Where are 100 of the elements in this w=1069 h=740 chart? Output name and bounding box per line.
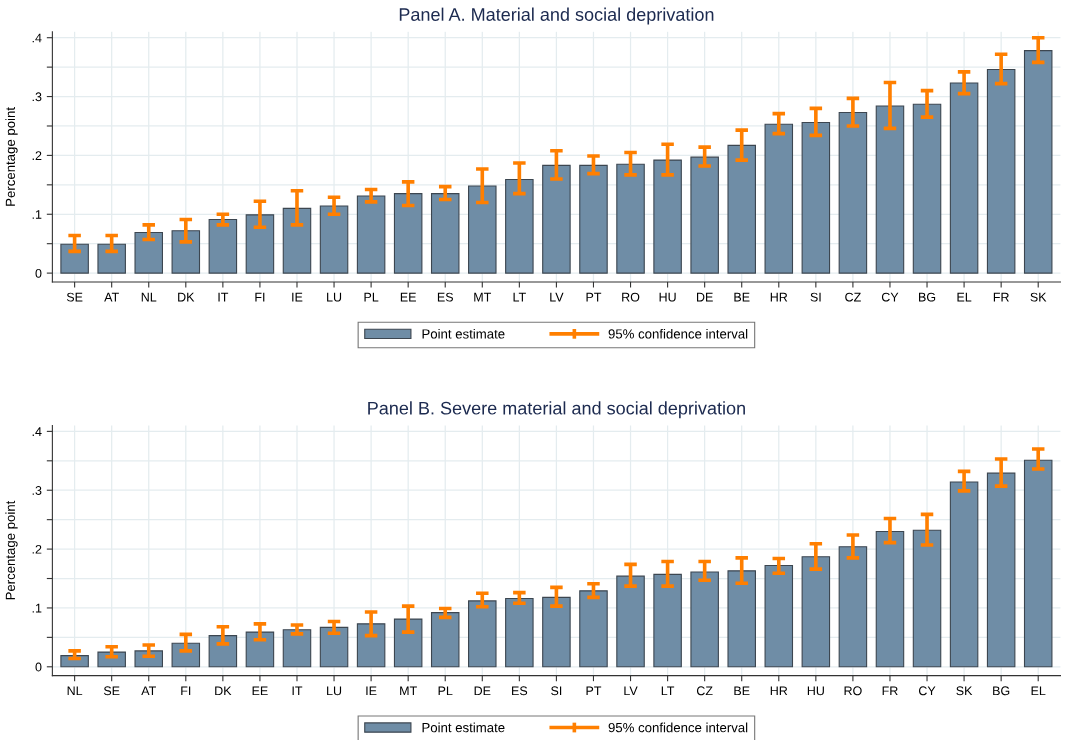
legend-label: Point estimate [422,722,505,733]
x-tick-label: BE [734,686,750,696]
bar [653,573,682,668]
y-axis-title: Percentage point [5,107,18,206]
x-tick-label: EE [400,292,416,302]
y-tick-label: .3 [32,486,42,495]
bar [319,626,349,668]
bar [505,597,534,668]
bar [282,629,312,668]
legend-label: Point estimate [422,328,505,339]
x-tick-label: DE [697,292,713,302]
x-tick-label: IT [218,292,229,302]
x-tick-label: SE [103,686,120,696]
x-tick-label: NL [141,292,157,302]
bar [764,123,794,274]
bar [430,193,460,274]
bar [282,207,312,274]
bar [986,68,1016,274]
x-tick-label: EL [957,292,972,302]
x-tick-label: BE [734,292,750,302]
bar [579,164,608,274]
bar [801,121,831,274]
y-tick-label: .2 [32,544,42,554]
x-tick-label: IE [292,292,303,302]
bar [986,472,1016,668]
x-tick-label: HR [770,686,788,696]
bar [912,103,942,274]
x-tick-label: EL [1031,686,1046,696]
x-tick-label: AT [141,686,156,696]
bar [393,193,423,274]
bar [616,575,645,668]
x-tick-label: RO [844,686,862,696]
x-tick-label: FI [181,686,191,696]
bar [949,82,979,274]
text: 95% confidence interval [608,328,748,339]
x-tick-label: CZ [696,686,713,696]
bar [505,178,534,274]
bar [134,231,164,274]
y-tick-label: 0 [35,662,42,672]
x-tick-label: FR [882,686,898,696]
y-axis-title: Percentage point [5,500,18,600]
x-tick-label: MT [400,686,417,696]
bar [393,618,423,668]
bar [542,164,571,274]
x-tick-label: SI [810,292,821,302]
x-tick-label: PL [364,292,379,302]
x-tick-label: DK [215,686,232,696]
bar [208,635,238,668]
x-tick-label: NL [67,686,83,696]
x-tick-label: CY [918,686,936,696]
x-tick-label: CZ [845,292,861,302]
x-tick-label: FR [993,292,1009,302]
x-tick-label: LU [327,292,342,302]
bar [579,590,608,668]
x-tick-label: BG [993,686,1010,696]
y-tick-label: .4 [32,427,42,436]
bar [319,205,349,274]
x-tick-label: CY [881,292,899,302]
x-tick-label: HU [807,686,824,696]
x-tick-label: BG [919,292,936,302]
x-tick-label: LT [661,686,675,696]
bar [1023,50,1053,274]
x-tick-label: LT [513,292,526,302]
bar [912,529,942,668]
bar [468,185,497,274]
x-tick-label: PT [586,686,602,696]
x-tick-label: SK [1030,292,1047,302]
bar [727,144,756,274]
bar [245,214,275,274]
x-tick-label: AT [104,292,119,302]
bar [949,481,979,668]
bar [653,159,682,274]
x-tick-label: LV [624,686,638,696]
x-tick-label: ES [437,292,453,302]
bar [690,571,719,668]
x-tick-label: FI [255,292,265,302]
y-tick-label: .1 [32,210,42,219]
bar [468,600,497,668]
bar [801,556,831,668]
x-tick-label: HU [659,292,676,302]
bar [875,105,905,274]
bar [208,219,238,274]
x-tick-label: PL [438,686,453,696]
y-tick-label: .3 [32,92,42,102]
bar [727,570,756,668]
x-tick-label: SE [66,292,83,302]
y-tick-label: 0 [35,268,42,278]
x-tick-label: DE [474,686,491,696]
bar [690,156,719,274]
bar [356,623,386,668]
bar [356,195,386,274]
bar [616,163,645,274]
bar [245,631,275,668]
bar [97,243,126,274]
bar [171,230,201,274]
chart-title: Panel A. Material and social deprivation [399,7,714,25]
y-tick-label: .1 [32,603,42,613]
x-tick-label: SI [551,686,562,696]
x-tick-label: IE [366,686,377,696]
bar [875,530,905,668]
